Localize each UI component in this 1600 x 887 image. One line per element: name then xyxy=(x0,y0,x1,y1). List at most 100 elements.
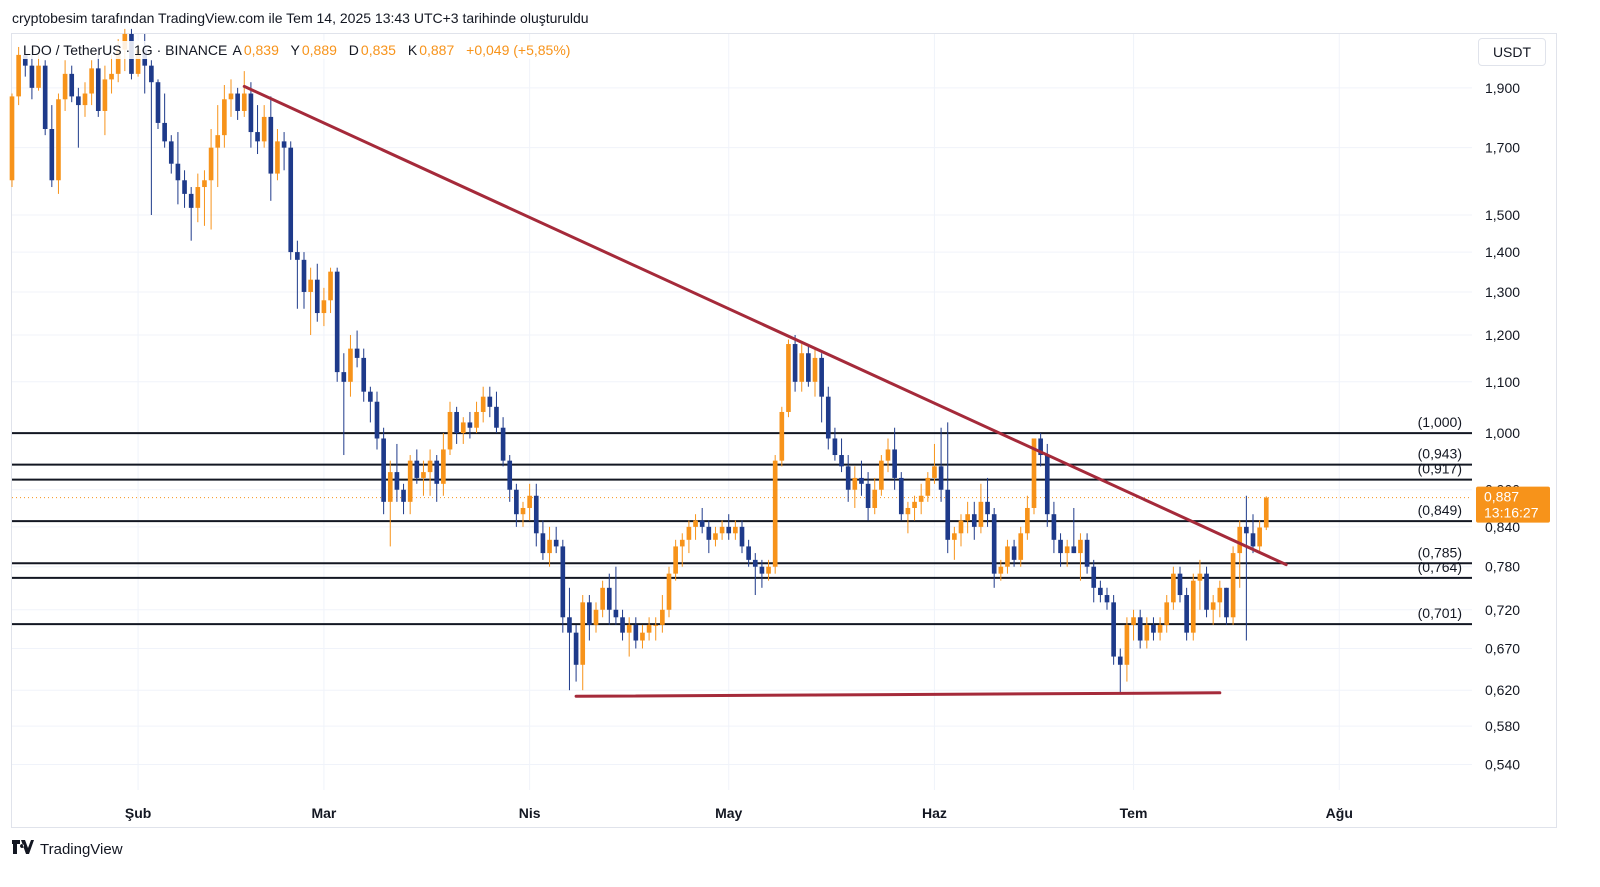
candle-body[interactable] xyxy=(102,79,108,111)
candle-body[interactable] xyxy=(1137,617,1143,641)
candle-body[interactable] xyxy=(1171,573,1176,603)
candle-body[interactable] xyxy=(487,396,493,407)
candle-body[interactable] xyxy=(281,141,287,148)
candle-body[interactable] xyxy=(879,460,884,490)
candle-body[interactable] xyxy=(587,602,592,625)
candle-body[interactable] xyxy=(1064,546,1070,554)
candle-body[interactable] xyxy=(832,438,838,456)
candle-body[interactable] xyxy=(241,93,247,111)
candle-body[interactable] xyxy=(925,477,931,496)
candle-body[interactable] xyxy=(9,96,15,181)
candle-body[interactable] xyxy=(759,566,765,574)
trendline[interactable] xyxy=(242,84,1288,567)
candle-body[interactable] xyxy=(308,279,313,292)
candle-body[interactable] xyxy=(905,507,911,515)
candle-body[interactable] xyxy=(673,546,678,574)
candle-body[interactable] xyxy=(653,624,659,626)
candle-body[interactable] xyxy=(938,466,944,490)
candle-body[interactable] xyxy=(1025,507,1030,534)
candle-body[interactable] xyxy=(1230,553,1236,618)
candle-body[interactable] xyxy=(155,82,161,123)
candle-body[interactable] xyxy=(248,93,254,133)
candle-body[interactable] xyxy=(255,132,260,142)
candle-body[interactable] xyxy=(699,520,705,527)
candle-body[interactable] xyxy=(16,54,21,97)
candle-body[interactable] xyxy=(208,147,214,181)
candle-body[interactable] xyxy=(49,129,55,181)
candle-body[interactable] xyxy=(567,617,572,633)
candle-body[interactable] xyxy=(1197,573,1203,581)
candle-body[interactable] xyxy=(76,96,81,106)
candle-body[interactable] xyxy=(62,73,68,100)
candle-body[interactable] xyxy=(301,259,307,292)
candle-body[interactable] xyxy=(268,116,274,174)
candle-body[interactable] xyxy=(36,65,41,88)
candle-body[interactable] xyxy=(168,141,174,164)
candle-body[interactable] xyxy=(799,353,805,382)
candle-body[interactable] xyxy=(1131,617,1136,625)
candle-body[interactable] xyxy=(952,533,957,540)
candle-body[interactable] xyxy=(1051,514,1057,540)
candle-body[interactable] xyxy=(507,460,513,490)
candle-body[interactable] xyxy=(812,357,818,382)
candle-body[interactable] xyxy=(1058,539,1063,554)
candle-body[interactable] xyxy=(852,477,858,490)
candle-body[interactable] xyxy=(726,526,732,534)
candle-body[interactable] xyxy=(945,489,951,540)
candle-body[interactable] xyxy=(666,573,672,610)
candle-body[interactable] xyxy=(1263,497,1269,528)
candle-body[interactable] xyxy=(368,391,373,402)
candle-body[interactable] xyxy=(295,252,300,260)
candle-body[interactable] xyxy=(547,539,552,554)
candle-body[interactable] xyxy=(540,533,546,554)
candle-body[interactable] xyxy=(115,49,121,74)
candle-body[interactable] xyxy=(202,180,207,188)
candle-body[interactable] xyxy=(381,438,386,502)
candle-body[interactable] xyxy=(1044,455,1050,515)
candle-body[interactable] xyxy=(1084,539,1090,567)
candle-body[interactable] xyxy=(713,533,718,540)
candle-body[interactable] xyxy=(421,472,426,478)
tradingview-brand[interactable]: TradingView xyxy=(12,840,123,858)
candle-body[interactable] xyxy=(1177,573,1183,596)
candle-body[interactable] xyxy=(686,526,692,540)
candle-body[interactable] xyxy=(394,472,400,490)
candle-body[interactable] xyxy=(56,99,61,181)
candle-body[interactable] xyxy=(22,54,28,66)
candle-body[interactable] xyxy=(998,566,1004,574)
candle-body[interactable] xyxy=(580,602,586,665)
candle-body[interactable] xyxy=(1190,580,1196,633)
candle-body[interactable] xyxy=(606,587,612,610)
candle-body[interactable] xyxy=(752,559,758,567)
candle-body[interactable] xyxy=(195,187,201,208)
candle-body[interactable] xyxy=(348,348,353,382)
candle-body[interactable] xyxy=(215,135,221,148)
candle-body[interactable] xyxy=(454,411,459,434)
currency-button[interactable]: USDT xyxy=(1478,38,1546,66)
candle-body[interactable] xyxy=(321,300,327,314)
candle-body[interactable] xyxy=(1124,624,1130,665)
candle-body[interactable] xyxy=(275,141,280,174)
candle-body[interactable] xyxy=(1257,527,1262,547)
candle-body[interactable] xyxy=(918,495,924,502)
candle-body[interactable] xyxy=(1217,587,1223,603)
candle-body[interactable] xyxy=(427,460,433,473)
candle-body[interactable] xyxy=(42,65,48,130)
candle-body[interactable] xyxy=(932,466,937,478)
candle-body[interactable] xyxy=(1210,602,1216,610)
candle-body[interactable] xyxy=(1244,526,1249,534)
candle-body[interactable] xyxy=(1117,656,1123,665)
candle-body[interactable] xyxy=(593,609,599,625)
candle-body[interactable] xyxy=(328,271,333,301)
candle-body[interactable] xyxy=(1157,624,1163,633)
candle-body[interactable] xyxy=(772,460,778,567)
candle-body[interactable] xyxy=(1204,573,1209,610)
candle-body[interactable] xyxy=(149,65,154,83)
candle-body[interactable] xyxy=(480,396,486,412)
candle-body[interactable] xyxy=(839,455,844,467)
candle-body[interactable] xyxy=(779,411,785,461)
candle-body[interactable] xyxy=(89,68,94,94)
candle-body[interactable] xyxy=(792,344,798,382)
candle-body[interactable] xyxy=(985,501,990,515)
